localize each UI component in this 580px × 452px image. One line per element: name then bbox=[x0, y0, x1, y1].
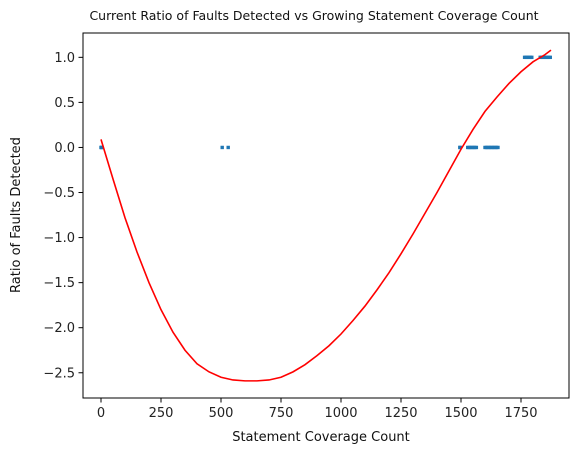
y-tick-label: 0.0 bbox=[54, 141, 75, 156]
data-point bbox=[496, 145, 500, 150]
chart-marks bbox=[99, 49, 552, 382]
plot-frame bbox=[82, 32, 570, 399]
chart-axes: 0 250 500 750 1000 1250 1500 1750 1.0 0.5 0.0 −0.5 −… bbox=[43, 51, 537, 421]
x-tick-label: 0 bbox=[97, 406, 105, 421]
x-axis-label: Statement Coverage Count bbox=[232, 430, 410, 445]
y-tick-label: −2.5 bbox=[43, 366, 75, 381]
x-tick-label: 500 bbox=[209, 406, 234, 421]
fit-line bbox=[100, 49, 552, 382]
data-point bbox=[474, 145, 479, 150]
data-point bbox=[226, 145, 230, 150]
x-tick-label: 1750 bbox=[504, 406, 537, 421]
x-tick-label: 1000 bbox=[324, 406, 357, 421]
data-point bbox=[220, 145, 224, 150]
x-tick-label: 1500 bbox=[444, 406, 477, 421]
y-tick-label: −1.0 bbox=[43, 231, 75, 246]
plot-area bbox=[83, 33, 569, 398]
x-tick-label: 750 bbox=[269, 406, 294, 421]
y-tick-label: 1.0 bbox=[54, 51, 75, 66]
y-tick-label: −2.0 bbox=[43, 321, 75, 336]
y-tick-label: 0.5 bbox=[54, 96, 75, 111]
y-tick-label: −1.5 bbox=[43, 276, 75, 291]
data-point bbox=[548, 55, 552, 60]
y-tick-label: −0.5 bbox=[43, 186, 75, 201]
x-tick-label: 250 bbox=[149, 406, 174, 421]
data-point bbox=[100, 145, 104, 150]
data-point bbox=[458, 145, 462, 150]
y-axis-label: Ratio of Faults Detected bbox=[9, 137, 24, 293]
chart-title: Current Ratio of Faults Detected vs Grow… bbox=[89, 8, 538, 23]
data-point bbox=[530, 55, 534, 60]
x-tick-label: 1250 bbox=[384, 406, 417, 421]
